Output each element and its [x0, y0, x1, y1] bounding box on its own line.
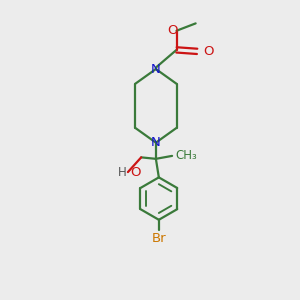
Text: H: H — [118, 166, 126, 178]
Text: O: O — [168, 24, 178, 37]
Text: O: O — [130, 166, 141, 178]
Text: N: N — [151, 136, 161, 149]
Text: N: N — [151, 62, 161, 76]
Text: O: O — [203, 45, 214, 58]
Text: Br: Br — [152, 232, 166, 244]
Text: CH₃: CH₃ — [176, 149, 197, 162]
